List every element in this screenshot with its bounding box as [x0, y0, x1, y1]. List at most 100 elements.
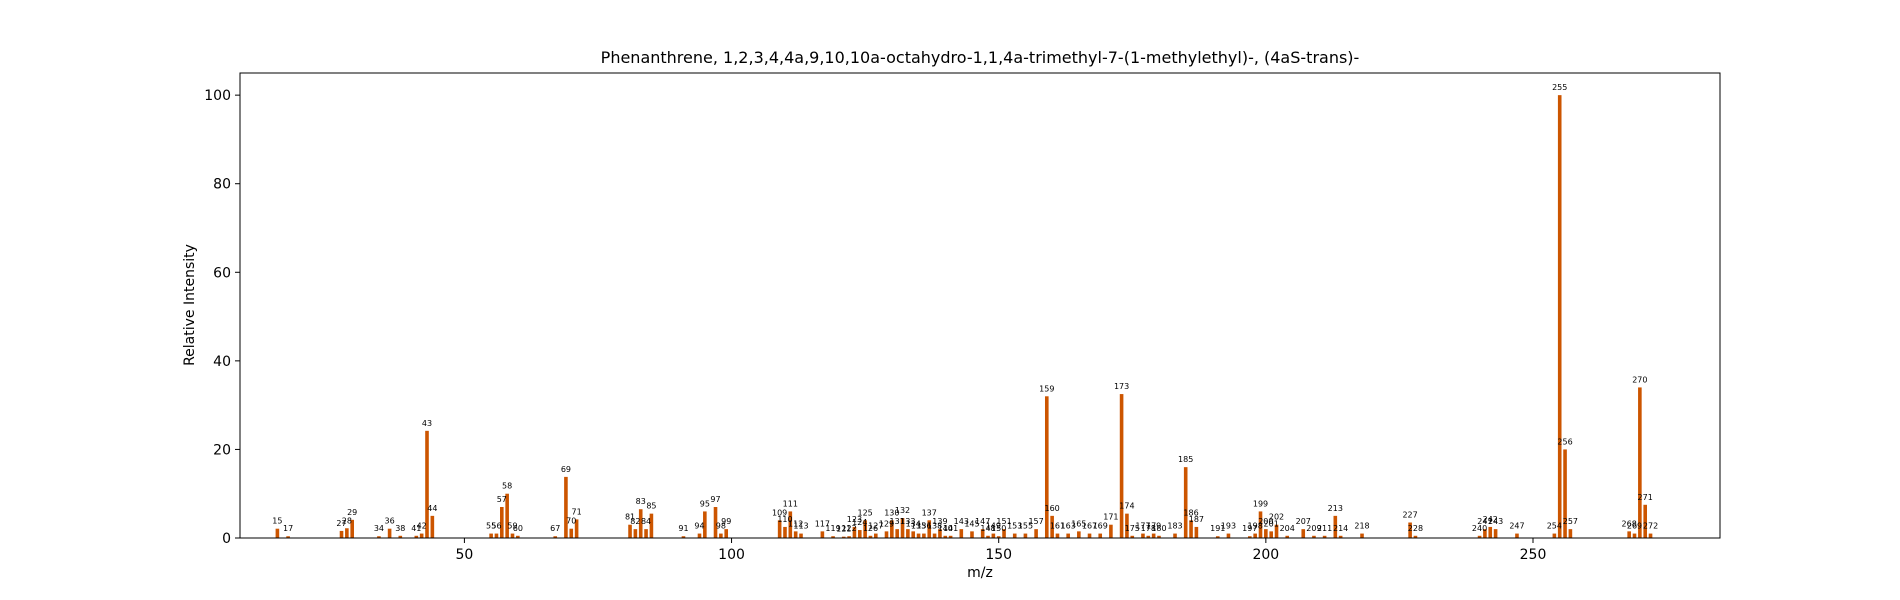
peak-label-174: 174 — [1119, 502, 1134, 511]
peak-label-29: 29 — [347, 508, 357, 517]
y-tick-label: 60 — [213, 265, 231, 281]
peak-label-123: 123 — [847, 515, 862, 524]
peak-bar-241 — [1483, 529, 1487, 538]
peak-bar-29 — [350, 519, 354, 538]
peak-label-160: 160 — [1044, 504, 1059, 513]
peak-label-197: 197 — [1242, 524, 1257, 533]
peak-label-147: 147 — [975, 517, 990, 526]
peak-label-191: 191 — [1210, 524, 1225, 533]
peak-label-113: 113 — [793, 522, 808, 531]
peak-bar-71 — [574, 519, 579, 538]
y-tick-label: 40 — [213, 354, 231, 370]
peak-label-15: 15 — [272, 517, 282, 526]
peak-label-133: 133 — [900, 517, 915, 526]
peak-bar-198 — [1253, 533, 1257, 538]
peak-bar-124 — [857, 530, 862, 538]
peak-bar-211 — [1322, 535, 1327, 538]
x-tick-label: 150 — [985, 547, 1012, 563]
peak-bar-41 — [414, 535, 419, 538]
peak-bar-69 — [564, 476, 568, 538]
peak-bar-218 — [1360, 533, 1364, 538]
peak-label-138: 138 — [927, 522, 942, 531]
y-tick-label: 0 — [222, 531, 231, 547]
peak-bar-143 — [959, 529, 964, 538]
peak-label-129: 129 — [879, 519, 894, 528]
peak-bar-135 — [916, 533, 921, 538]
peak-label-193: 193 — [1221, 522, 1236, 531]
peak-label-243: 243 — [1488, 517, 1503, 526]
peak-bar-138 — [932, 533, 937, 538]
peak-bar-57 — [500, 507, 504, 538]
x-tick-label: 250 — [1520, 547, 1547, 563]
peak-label-201: 201 — [1264, 519, 1279, 528]
peak-label-199: 199 — [1253, 499, 1268, 508]
peak-bar-34 — [377, 536, 381, 538]
peak-label-136: 136 — [916, 522, 931, 531]
peak-label-214: 214 — [1333, 524, 1348, 533]
peak-label-98: 98 — [716, 522, 726, 531]
chart-title: Phenanthrene, 1,2,3,4,4a,9,10,10a-octahy… — [601, 48, 1360, 67]
x-tick-label: 200 — [1252, 547, 1279, 563]
peak-bar-199 — [1258, 511, 1263, 538]
peak-bar-55 — [489, 533, 493, 538]
peak-bar-134 — [911, 531, 916, 538]
peak-bar-44 — [430, 515, 435, 538]
peak-bar-155 — [1023, 533, 1028, 538]
peak-bar-132 — [900, 518, 905, 538]
peak-bar-270 — [1638, 387, 1642, 538]
peak-bar-171 — [1109, 524, 1113, 538]
peak-label-34: 34 — [374, 524, 384, 533]
peak-bar-17 — [286, 536, 290, 538]
peak-bar-109 — [777, 520, 782, 538]
peak-label-211: 211 — [1317, 524, 1332, 533]
peak-label-82: 82 — [630, 517, 640, 526]
peak-label-227: 227 — [1402, 511, 1417, 520]
peak-label-165: 165 — [1071, 519, 1086, 528]
peak-bar-91 — [681, 536, 686, 538]
peak-label-127: 127 — [868, 522, 883, 531]
peak-bar-213 — [1333, 515, 1338, 538]
peak-bar-177 — [1141, 533, 1145, 538]
peak-bar-121 — [841, 536, 846, 538]
peak-bar-227 — [1408, 522, 1412, 538]
peak-label-198: 198 — [1248, 522, 1263, 531]
peak-label-85: 85 — [646, 502, 656, 511]
peak-bar-214 — [1338, 535, 1343, 538]
peak-bar-150 — [996, 536, 1001, 538]
peak-bar-125 — [863, 520, 867, 538]
peak-label-242: 242 — [1483, 515, 1498, 524]
peak-bar-126 — [868, 535, 873, 538]
peak-label-159: 159 — [1039, 384, 1054, 393]
peak-bar-201 — [1269, 531, 1273, 538]
peak-bar-169 — [1098, 533, 1103, 538]
peak-bar-161 — [1055, 533, 1060, 538]
peak-label-255: 255 — [1552, 83, 1567, 92]
peak-label-247: 247 — [1509, 522, 1524, 531]
bar-series — [275, 95, 1653, 538]
peak-label-42: 42 — [417, 522, 427, 531]
peak-label-140: 140 — [938, 524, 953, 533]
peak-label-132: 132 — [895, 506, 910, 515]
peak-label-55: 55 — [486, 522, 496, 531]
y-tick-label: 80 — [213, 177, 231, 193]
peak-label-145: 145 — [964, 519, 979, 528]
peak-label-81: 81 — [625, 513, 635, 522]
peak-label-91: 91 — [678, 524, 688, 533]
peak-label-161: 161 — [1050, 522, 1065, 531]
peak-label-130: 130 — [884, 508, 899, 517]
peak-label-28: 28 — [342, 516, 352, 525]
peak-label-97: 97 — [710, 495, 720, 504]
peak-label-272: 272 — [1643, 522, 1658, 531]
peak-label-58: 58 — [502, 482, 512, 491]
peak-bar-269 — [1632, 533, 1637, 538]
peak-label-257: 257 — [1563, 517, 1578, 526]
peak-label-153: 153 — [1007, 522, 1022, 531]
peak-bar-85 — [649, 513, 654, 538]
peak-label-241: 241 — [1477, 517, 1492, 526]
peak-label-180: 180 — [1151, 524, 1166, 533]
peak-label-56: 56 — [491, 522, 501, 531]
peak-bar-243 — [1493, 529, 1498, 538]
x-tick-label: 50 — [455, 547, 473, 563]
peak-label-209: 209 — [1306, 524, 1321, 533]
peak-bar-179 — [1151, 533, 1156, 538]
